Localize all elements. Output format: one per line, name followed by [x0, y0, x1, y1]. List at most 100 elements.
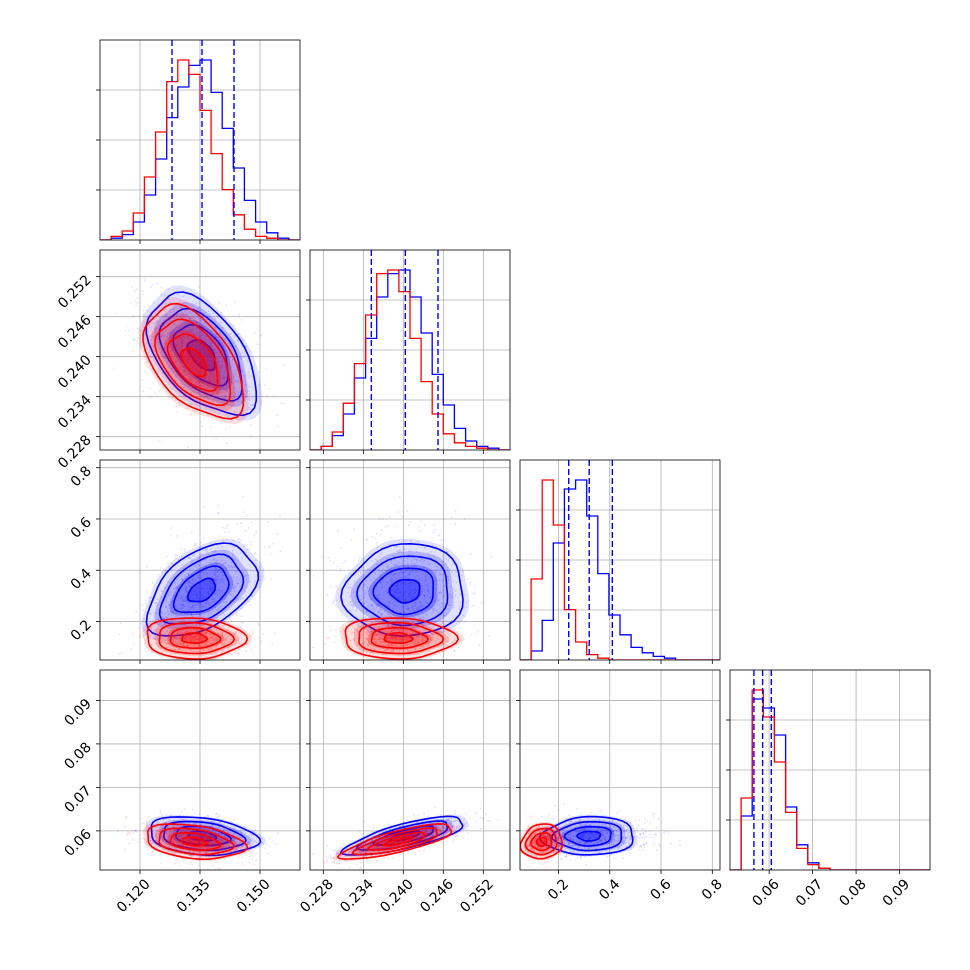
- contour-red-4: [383, 632, 414, 645]
- contour-blue-4: [576, 830, 602, 842]
- x-tick-label-p1: 0.135: [174, 876, 214, 916]
- axes-frame: [99, 39, 301, 241]
- contour-red-2: [358, 622, 445, 655]
- contour-blue-2: [162, 820, 247, 852]
- histogram-step-blue: [730, 698, 930, 870]
- contour-blue-3: [372, 825, 435, 846]
- contour-red-3: [367, 831, 426, 851]
- contour-red-2: [351, 827, 439, 856]
- contour-blue-3: [372, 567, 435, 616]
- scatter-panel-p1-p3: [96, 459, 301, 664]
- contour-blue-4: [186, 577, 216, 603]
- contour-red-1: [146, 617, 249, 660]
- contour-blue-2: [356, 555, 449, 627]
- x-tick-label-p2: 0.252: [457, 876, 497, 916]
- y-tick-label-p4: 0.06: [61, 826, 94, 859]
- x-tick-label-p4: 0.07: [793, 876, 826, 909]
- scatter-panel-p3-p4: [516, 669, 721, 874]
- contour-red-1: [336, 823, 453, 860]
- histogram-step-red: [520, 479, 720, 660]
- axes-frame: [519, 459, 721, 661]
- contour-red-4: [180, 836, 208, 847]
- contour-red-4: [382, 836, 413, 847]
- y-tick-label-p2: 0.240: [55, 352, 95, 392]
- hist-panel-p2: [306, 249, 511, 454]
- y-tick-label-p2: 0.234: [55, 392, 95, 432]
- y-tick-label-p4: 0.09: [61, 696, 94, 729]
- y-tick-label-p4: 0.07: [61, 783, 94, 816]
- x-tick-label-p3: 0.4: [596, 876, 623, 903]
- hist-panel-p3: [516, 459, 721, 664]
- x-tick-label-p4: 0.09: [880, 876, 913, 909]
- contour-blue-3: [563, 826, 612, 847]
- contour-red-3: [169, 832, 222, 852]
- y-tick-label-p3: 0.6: [68, 514, 95, 541]
- density-fill-red: [150, 313, 236, 411]
- contour-red-1: [142, 302, 245, 420]
- contour-red-4: [535, 836, 548, 847]
- contour-red-3: [370, 626, 429, 649]
- contour-blue-1: [150, 816, 262, 857]
- contour-blue-1: [340, 542, 464, 637]
- sample-points-red: [324, 601, 491, 656]
- axes-frame: [309, 249, 511, 451]
- scatter-panel-p1-p2: [96, 249, 301, 454]
- density-fill-red: [163, 329, 222, 396]
- contour-blue-4: [388, 579, 421, 604]
- scatter-panel-p1-p4: [96, 669, 301, 874]
- density-fill-blue: [534, 814, 638, 857]
- contour-red-3: [169, 626, 222, 649]
- contour-red-1: [344, 617, 460, 660]
- contour-blue-1: [145, 291, 258, 417]
- contour-red-3: [529, 832, 553, 852]
- hist-panel-p4: [726, 669, 931, 874]
- x-tick-label-p4: 0.06: [749, 876, 782, 909]
- contour-blue-1: [538, 815, 634, 856]
- contour-blue-4: [186, 339, 216, 372]
- x-tick-label-p2: 0.234: [337, 876, 377, 916]
- density-fill-blue: [154, 549, 250, 629]
- contour-blue-3: [172, 565, 230, 614]
- contour-blue-3: [172, 323, 229, 387]
- contour-blue-2: [158, 307, 243, 402]
- x-tick-label-p2: 0.240: [377, 876, 417, 916]
- axes-frame: [99, 459, 301, 661]
- x-tick-label-p2: 0.246: [417, 876, 457, 916]
- axes-frame: [99, 249, 301, 451]
- density-fill-blue: [334, 538, 470, 641]
- axes-frame: [99, 669, 301, 871]
- x-tick-label-p4: 0.08: [836, 876, 869, 909]
- density-fill-red: [346, 826, 443, 857]
- contour-red-2: [158, 827, 235, 856]
- y-tick-label-p2: 0.252: [55, 272, 95, 312]
- density-fill-blue: [368, 564, 438, 618]
- contour-red-1: [520, 823, 564, 860]
- contour-red-2: [158, 622, 236, 655]
- histogram-step-red: [730, 689, 930, 870]
- density-fill-red: [363, 831, 428, 852]
- density-fill-blue: [141, 538, 265, 641]
- scatter-panel-p2-p3: [306, 459, 511, 664]
- density-fill-blue: [387, 578, 421, 605]
- histogram-step-red: [310, 269, 510, 450]
- density-fill-blue: [350, 551, 454, 630]
- x-tick-label-p1: 0.120: [114, 876, 154, 916]
- density-fill-blue: [141, 285, 263, 421]
- sample-points-red: [113, 288, 275, 440]
- axes-frame: [519, 669, 721, 871]
- density-fill-red: [138, 297, 249, 425]
- contour-red-4: [181, 632, 208, 645]
- contour-red-2: [524, 827, 558, 856]
- axes-frame: [309, 459, 511, 661]
- density-fill-red: [332, 822, 458, 861]
- y-tick-label-p3: 0.8: [68, 463, 95, 490]
- density-fill-red: [166, 831, 225, 852]
- y-tick-label-p2: 0.228: [55, 432, 95, 472]
- contour-red-1: [147, 823, 249, 860]
- density-fill-red: [339, 616, 464, 660]
- x-tick-label-p1: 0.150: [234, 876, 274, 916]
- contour-red-2: [154, 318, 232, 407]
- contour-blue-2: [551, 821, 622, 852]
- y-tick-label-p4: 0.08: [61, 739, 94, 772]
